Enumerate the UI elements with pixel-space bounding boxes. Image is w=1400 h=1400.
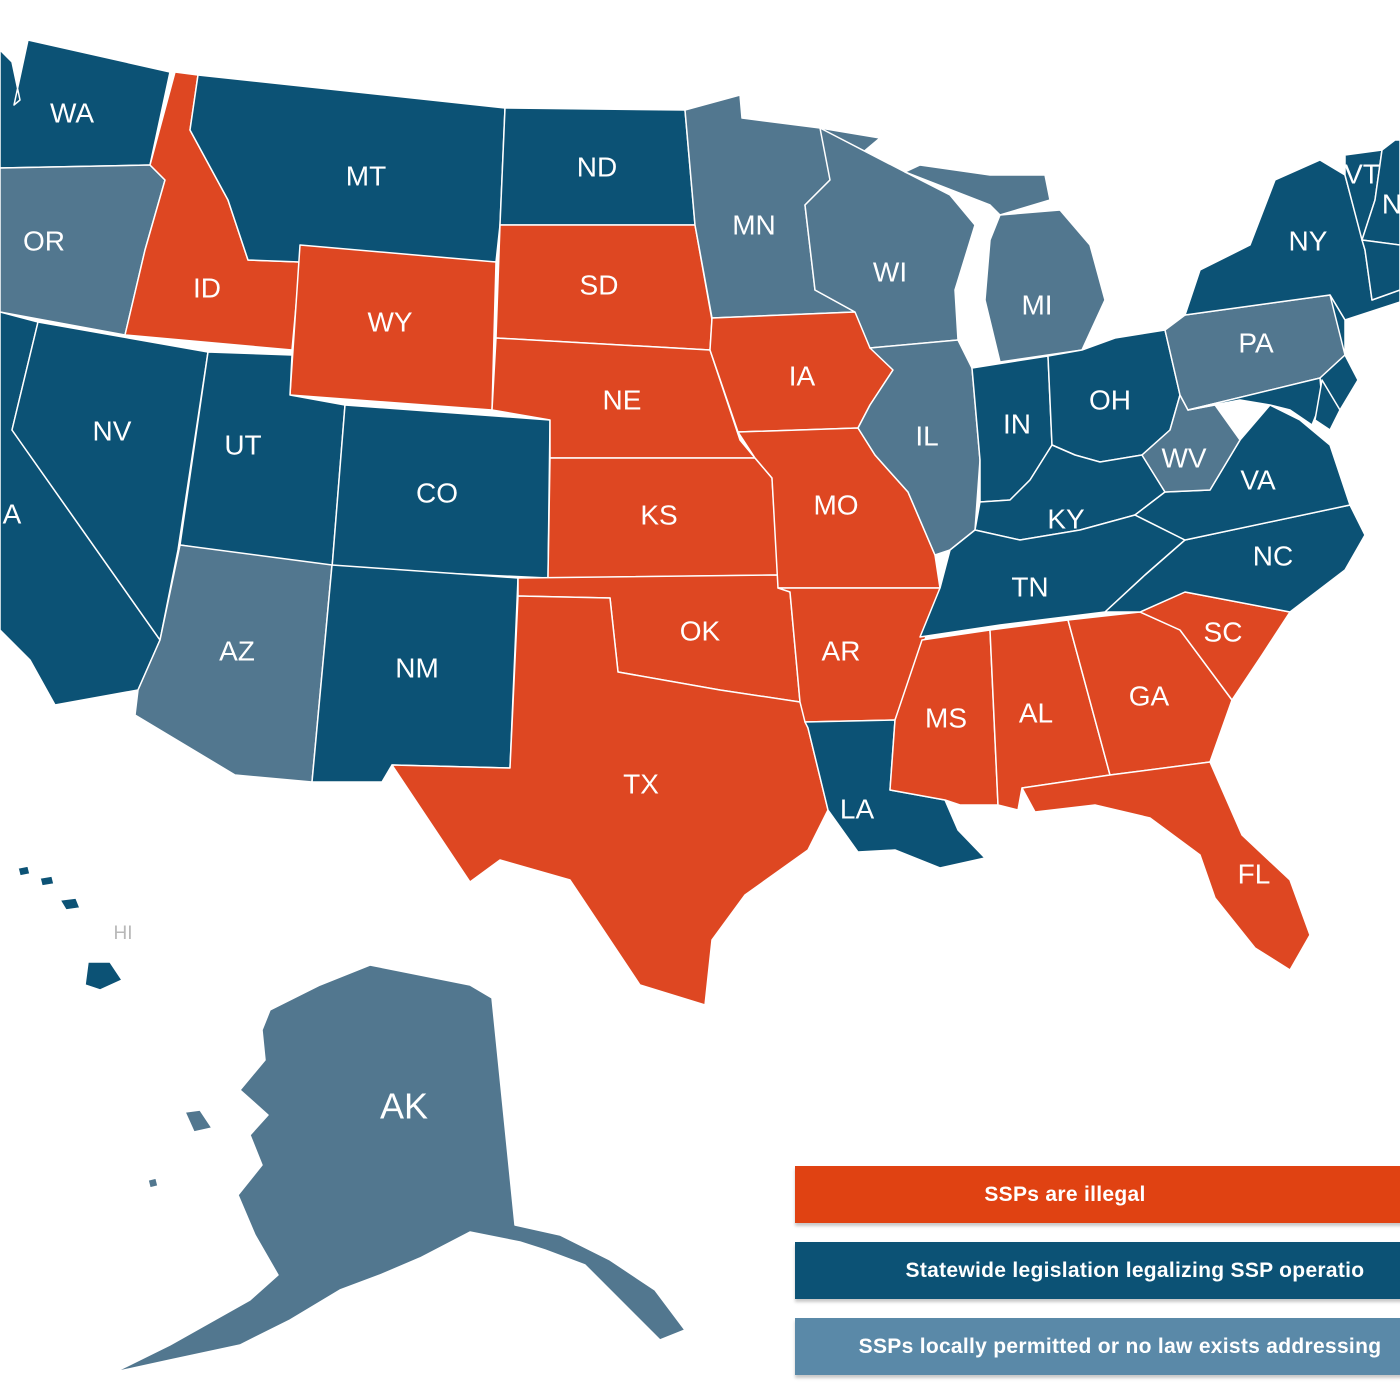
label-il: IL	[915, 420, 938, 451]
legend-local-or-no-law: SSPs locally permitted or no law exists …	[795, 1318, 1400, 1375]
label-nh: N	[1382, 188, 1400, 219]
label-va: VA	[1240, 464, 1276, 495]
label-ga: GA	[1129, 680, 1170, 711]
state-wa[interactable]	[0, 39, 171, 169]
label-tn: TN	[1011, 571, 1048, 602]
legend-ssps-illegal: SSPs are illegal	[795, 1166, 1400, 1223]
label-ky: KY	[1047, 503, 1085, 534]
label-ar: AR	[822, 635, 861, 666]
label-ok: OK	[680, 615, 721, 646]
label-ia: IA	[789, 360, 816, 391]
state-hi[interactable]	[17, 865, 123, 991]
label-mn: MN	[732, 209, 776, 240]
label-wv: WV	[1161, 442, 1206, 473]
label-mi: MI	[1021, 289, 1052, 320]
label-oh: OH	[1089, 384, 1131, 415]
label-nv: NV	[93, 415, 132, 446]
label-pa: PA	[1238, 327, 1274, 358]
label-hi: HI	[114, 923, 133, 944]
state-nh[interactable]	[1361, 139, 1400, 246]
label-mo: MO	[813, 489, 858, 520]
label-sc: SC	[1204, 616, 1243, 647]
label-wi: WI	[873, 256, 907, 287]
label-ut: UT	[224, 429, 261, 460]
label-or: OR	[23, 225, 65, 256]
label-ca: A	[3, 498, 22, 529]
label-in: IN	[1003, 408, 1031, 439]
label-co: CO	[416, 477, 458, 508]
label-la: LA	[840, 793, 875, 824]
label-nc: NC	[1253, 540, 1293, 571]
label-wa: WA	[50, 97, 94, 128]
state-de[interactable]	[1314, 379, 1341, 431]
label-id: ID	[193, 272, 221, 303]
label-wy: WY	[367, 306, 412, 337]
legend-statewide-legal-label: Statewide legislation legalizing SSP ope…	[905, 1258, 1365, 1282]
label-nd: ND	[577, 151, 617, 182]
legend-local-or-no-law-label: SSPs locally permitted or no law exists …	[858, 1334, 1382, 1358]
state-new-england[interactable]	[1361, 239, 1400, 301]
legend-ssps-illegal-label: SSPs are illegal	[984, 1182, 1146, 1206]
state-ak[interactable]	[114, 964, 686, 1373]
state-nc[interactable]	[1104, 504, 1366, 613]
label-ny: NY	[1289, 225, 1328, 256]
label-al: AL	[1019, 697, 1053, 728]
legend-statewide-legal: Statewide legislation legalizing SSP ope…	[795, 1242, 1400, 1299]
label-tx: TX	[623, 768, 659, 799]
state-tx[interactable]	[391, 595, 829, 1006]
label-vt: VT	[1344, 158, 1380, 189]
label-fl: FL	[1238, 858, 1271, 889]
label-ks: KS	[640, 499, 677, 530]
state-fl[interactable]	[1021, 761, 1311, 971]
label-sd: SD	[580, 269, 619, 300]
state-md[interactable]	[1187, 377, 1323, 426]
label-nm: NM	[395, 652, 439, 683]
label-az: AZ	[219, 635, 255, 666]
label-ms: MS	[925, 702, 967, 733]
label-mt: MT	[346, 160, 386, 191]
label-ak: AK	[380, 1086, 428, 1127]
label-ne: NE	[603, 384, 642, 415]
